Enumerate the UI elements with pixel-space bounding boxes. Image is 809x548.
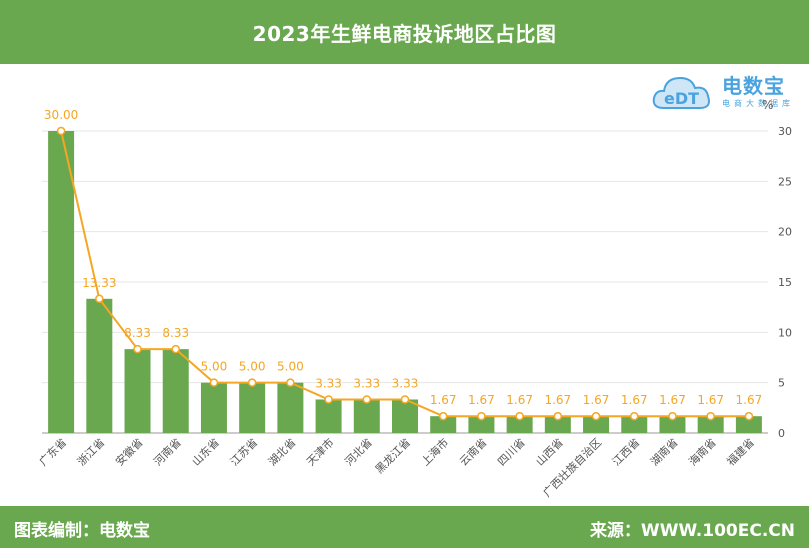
category-label: 山西省 xyxy=(533,436,566,469)
data-label: 1.67 xyxy=(468,393,495,407)
category-label: 福建省 xyxy=(724,435,757,468)
y-tick-label: 25 xyxy=(778,175,792,188)
data-label: 30.00 xyxy=(44,108,78,122)
category-label: 河北省 xyxy=(342,436,375,469)
logo-mark: eDT xyxy=(664,89,699,108)
category-label: 山东省 xyxy=(190,436,223,469)
data-label: 5.00 xyxy=(239,360,266,374)
chart-footer: 图表编制：电数宝 来源：WWW.100EC.CN xyxy=(0,506,809,548)
category-label: 江苏省 xyxy=(228,436,261,469)
bar xyxy=(697,416,724,433)
line-point xyxy=(591,411,601,421)
bar xyxy=(86,298,113,433)
data-label: 1.67 xyxy=(659,393,686,407)
y-tick-label: 15 xyxy=(778,276,792,289)
line-point xyxy=(362,395,372,404)
footer-credit: 图表编制：电数宝 xyxy=(14,521,150,541)
bar xyxy=(124,349,151,433)
data-label: 5.00 xyxy=(277,360,304,374)
line-point xyxy=(706,411,715,421)
chart-title: 2023年生鲜电商投诉地区占比图 xyxy=(252,21,557,46)
line-point xyxy=(477,411,486,421)
y-tick-label: 30 xyxy=(778,125,792,138)
chart-header: 2023年生鲜电商投诉地区占比图 xyxy=(0,0,809,64)
data-label: 5.00 xyxy=(201,360,228,374)
line-point xyxy=(744,411,754,421)
data-label: 8.33 xyxy=(124,326,151,340)
category-label: 广东省 xyxy=(37,436,70,469)
line-point xyxy=(324,395,333,404)
line-point xyxy=(400,395,410,404)
data-label: 1.67 xyxy=(506,393,533,407)
line-point xyxy=(515,411,524,421)
bar xyxy=(315,399,342,433)
category-label: 浙江省 xyxy=(75,436,108,469)
bar xyxy=(200,382,227,433)
bar xyxy=(392,399,418,433)
bar xyxy=(239,382,266,433)
logo-tagline: 电商大数据库 xyxy=(722,99,794,108)
bar xyxy=(583,416,610,433)
bar xyxy=(544,416,571,433)
category-label: 云南省 xyxy=(457,436,490,469)
line-point xyxy=(438,411,448,421)
bar-line-chart: 0 5 10 15 20 25 30 30.00 13.33 8.33 8.33 5.00 5.00 5.… xyxy=(37,108,792,500)
line-point xyxy=(56,126,66,136)
bar xyxy=(48,131,75,433)
line-point xyxy=(133,344,142,354)
data-label: 3.33 xyxy=(315,376,342,390)
y-tick-label: 10 xyxy=(778,326,792,339)
bar xyxy=(506,416,533,433)
category-label: 天津市 xyxy=(303,435,336,468)
category-label: 黑龙江省 xyxy=(373,436,413,476)
category-label: 河南省 xyxy=(151,436,184,469)
category-label: 四川省 xyxy=(495,436,528,469)
data-label: 3.33 xyxy=(392,376,419,390)
category-label: 湖北省 xyxy=(266,436,299,469)
y-tick-label: 0 xyxy=(778,427,785,440)
bar xyxy=(162,349,189,433)
line-point xyxy=(247,378,257,387)
data-label: 1.67 xyxy=(544,393,571,407)
bar xyxy=(353,399,380,433)
line-point xyxy=(553,411,563,421)
category-label: 江西省 xyxy=(610,436,643,469)
data-label: 13.33 xyxy=(82,276,116,290)
bar xyxy=(621,416,648,433)
bar xyxy=(735,416,762,433)
line-point xyxy=(171,344,180,354)
line-point xyxy=(286,378,295,387)
y-tick-label: 5 xyxy=(778,377,785,390)
data-label: 8.33 xyxy=(162,326,189,340)
line-point xyxy=(630,411,639,421)
line-point xyxy=(95,294,104,304)
category-label: 海南省 xyxy=(686,435,719,468)
data-label: 1.67 xyxy=(697,393,724,407)
category-label: 上海市 xyxy=(418,435,451,468)
bar xyxy=(430,416,457,433)
line-point xyxy=(209,378,219,387)
footer-source: 来源：WWW.100EC.CN xyxy=(589,521,795,541)
y-axis-unit: % xyxy=(762,98,774,112)
data-label: 1.67 xyxy=(736,393,763,407)
data-label: 3.33 xyxy=(353,376,380,390)
data-label: 1.67 xyxy=(430,393,457,407)
category-label: 湖南省 xyxy=(648,436,681,469)
data-label: 1.67 xyxy=(621,393,648,407)
line-point xyxy=(668,411,677,421)
category-label: 安徽省 xyxy=(112,435,145,468)
bar xyxy=(468,416,495,433)
logo-name: 电数宝 xyxy=(722,74,785,98)
bar xyxy=(277,382,304,433)
y-tick-label: 20 xyxy=(778,226,792,239)
data-label: 1.67 xyxy=(583,393,610,407)
cloud-edt-icon: eDT xyxy=(652,76,710,109)
logo: eDT 电数宝 电商大数据库 xyxy=(650,68,806,114)
bar xyxy=(659,416,686,433)
